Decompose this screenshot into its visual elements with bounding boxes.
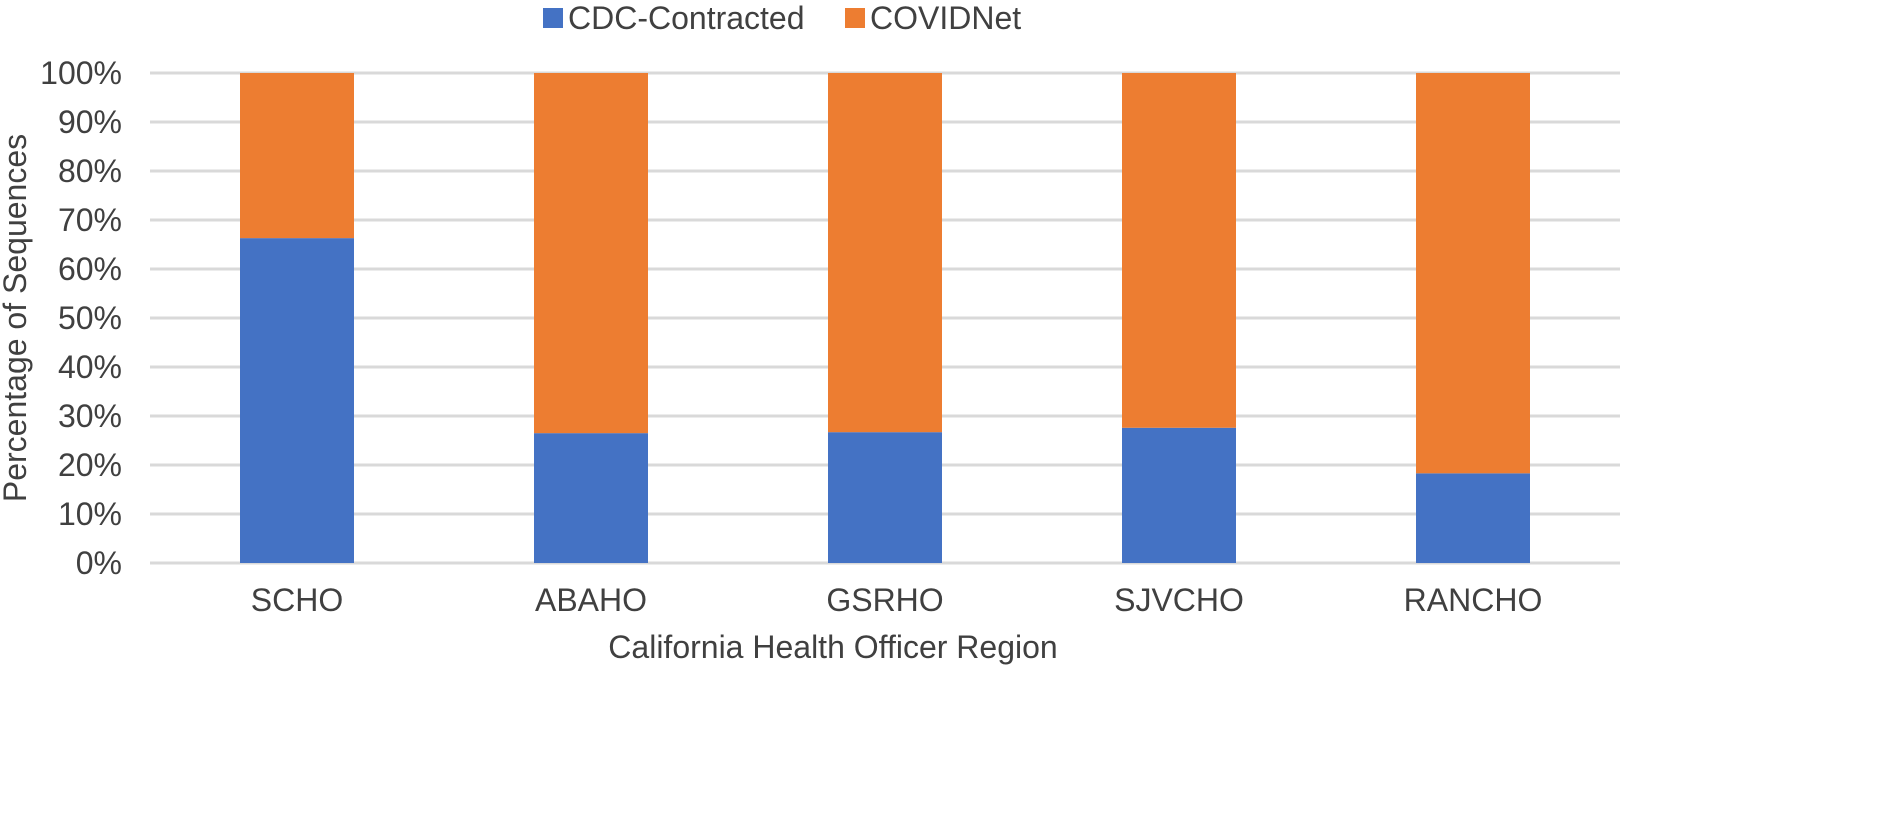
bars: [240, 73, 1530, 563]
bar-scho-cdc-contracted: [240, 238, 354, 563]
y-axis-ticks: 0% 10% 20% 30% 40% 50% 60% 70% 80% 90% 100%: [40, 55, 122, 581]
legend: CDC-Contracted COVIDNet: [543, 0, 1021, 36]
x-tick-label-scho: SCHO: [251, 582, 343, 618]
bar-sjvcho-cdc-contracted: [1122, 427, 1236, 563]
y-tick-label: 90%: [58, 104, 122, 140]
bar-abaho-covidnet: [534, 73, 648, 434]
x-tick-label-sjvcho: SJVCHO: [1114, 582, 1244, 618]
legend-item-covidnet: COVIDNet: [845, 0, 1021, 36]
bar-rancho-cdc-contracted: [1416, 473, 1530, 563]
legend-swatch-covidnet: [845, 8, 865, 28]
bar-rancho-covidnet: [1416, 73, 1530, 474]
y-tick-label: 20%: [58, 447, 122, 483]
x-axis-title: California Health Officer Region: [608, 629, 1057, 665]
y-tick-label: 100%: [40, 55, 122, 91]
bar-gsrho-cdc-contracted: [828, 432, 942, 563]
bar-sjvcho-covidnet: [1122, 73, 1236, 428]
x-tick-label-rancho: RANCHO: [1404, 582, 1543, 618]
y-axis-title: Percentage of Sequences: [0, 134, 33, 502]
legend-label-covidnet: COVIDNet: [870, 0, 1021, 36]
y-tick-label: 10%: [58, 496, 122, 532]
bar-abaho-cdc-contracted: [534, 433, 648, 563]
y-tick-label: 40%: [58, 349, 122, 385]
y-tick-label: 0%: [76, 545, 122, 581]
x-tick-label-abaho: ABAHO: [535, 582, 647, 618]
x-tick-label-gsrho: GSRHO: [826, 582, 943, 618]
legend-item-cdc-contracted: CDC-Contracted: [543, 0, 805, 36]
y-tick-label: 80%: [58, 153, 122, 189]
y-tick-label: 70%: [58, 202, 122, 238]
y-tick-label: 60%: [58, 251, 122, 287]
bar-gsrho-covidnet: [828, 73, 942, 433]
legend-label-cdc-contracted: CDC-Contracted: [568, 0, 805, 36]
y-tick-label: 50%: [58, 300, 122, 336]
x-axis-ticks: SCHO ABAHO GSRHO SJVCHO RANCHO: [251, 582, 1543, 618]
y-tick-label: 30%: [58, 398, 122, 434]
legend-swatch-cdc-contracted: [543, 8, 563, 28]
bar-scho-covidnet: [240, 73, 354, 239]
